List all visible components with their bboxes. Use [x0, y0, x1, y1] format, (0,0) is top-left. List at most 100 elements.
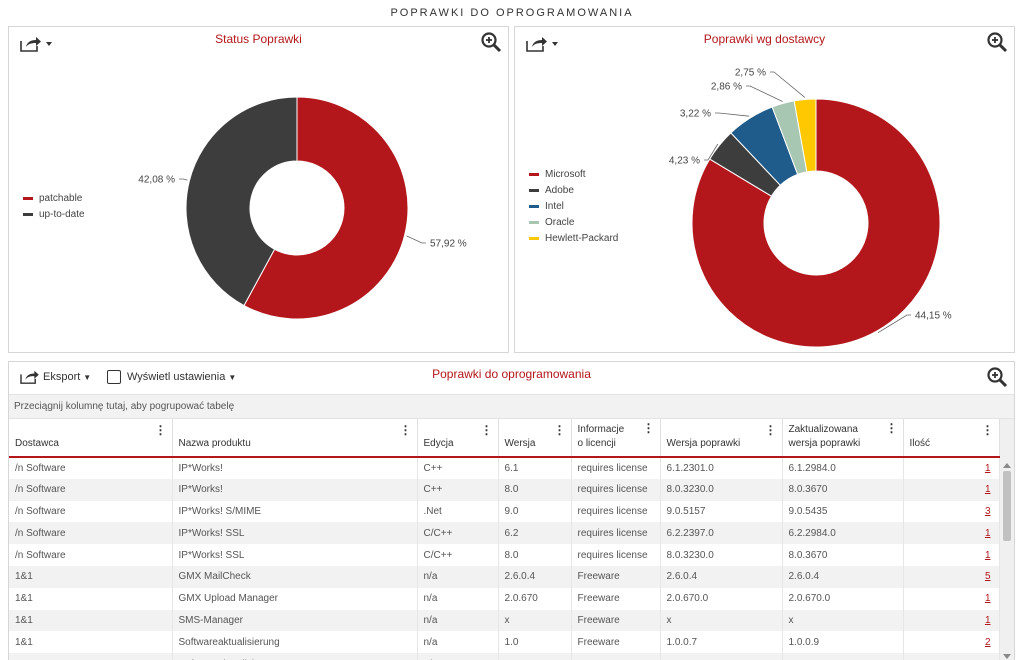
table-row[interactable]: /n Software IP*Works! S/MIME .Net 9.0 requir…	[9, 500, 1000, 523]
column-menu-icon[interactable]: ⋮	[885, 421, 898, 435]
quantity-link[interactable]: 1	[984, 462, 991, 474]
table-row[interactable]: 1&1 SMS-Manager n/a x Freeware x x 1	[9, 609, 1000, 632]
table-row[interactable]: /n Software IP*Works! SSL C/C++ 8.0 requires…	[9, 544, 1000, 566]
col-updated-version-cell: x	[782, 609, 904, 632]
group-drop-zone[interactable]: Przeciągnij kolumnę tutaj, aby pogrupowa…	[9, 394, 1014, 419]
col-version-header[interactable]: Wersja ⋮	[498, 419, 572, 458]
quantity-link[interactable]: 2	[984, 636, 991, 648]
slice-value-label: 3,22 %	[680, 109, 711, 120]
col-license-cell: Freeware	[571, 609, 661, 632]
table-row[interactable]: /n Software IP*Works! SSL C/C++ 6.2 requires…	[9, 522, 1000, 545]
col-quantity-header[interactable]: Ilość ⋮	[903, 419, 1000, 458]
slice-value-label: 2,75 %	[735, 68, 766, 79]
column-menu-icon[interactable]: ⋮	[399, 423, 412, 437]
legend-swatch	[529, 220, 539, 224]
zoom-in-icon[interactable]	[986, 31, 1008, 53]
donut-slice-hewlett-packard[interactable]	[793, 98, 817, 173]
quantity-link[interactable]: 1	[984, 527, 991, 539]
donut-slice-up-to-date[interactable]	[185, 96, 298, 307]
col-version-cell: 2.0.670	[498, 587, 572, 610]
col-version-cell: x	[498, 609, 572, 632]
quantity-link[interactable]: 5	[984, 571, 991, 583]
display-settings-toggle[interactable]: Wyświetl ustawienia ▼	[107, 370, 236, 384]
column-menu-icon[interactable]: ⋮	[480, 423, 493, 437]
export-icon[interactable]	[525, 35, 561, 53]
table-row[interactable]: /n Software IP*Works! C++ 8.0 requires licen…	[9, 478, 1000, 501]
settings-checkbox[interactable]	[107, 370, 121, 384]
col-quantity-cell: 3	[903, 500, 1000, 523]
col-version-cell: 6.1	[498, 457, 572, 479]
column-menu-icon[interactable]: ⋮	[981, 423, 994, 437]
legend-swatch	[529, 236, 539, 240]
col-product-cell: GMX Upload Manager	[172, 587, 418, 610]
col-license-cell: requires license	[571, 500, 661, 523]
col-quantity-cell: 1	[903, 522, 1000, 545]
col-updated-version-header[interactable]: Zaktualizowana wersja poprawki ⋮	[782, 419, 904, 458]
column-menu-icon[interactable]: ⋮	[553, 423, 566, 437]
legend-item-hewlett-packard[interactable]: Hewlett-Packard	[529, 230, 618, 246]
patches-table-panel: Eksport ▼ Wyświetl ustawienia ▼ Poprawki…	[8, 361, 1015, 660]
col-edition-cell: n/a	[417, 587, 499, 610]
col-quantity-cell: 2	[903, 631, 1000, 654]
scroll-up-arrow[interactable]	[1003, 463, 1011, 468]
table-row[interactable]: 1&1Softwareaktualisierungn/a1.0Freeware1…	[9, 653, 1000, 660]
scroll-thumb[interactable]	[1003, 471, 1011, 541]
column-menu-icon[interactable]: ⋮	[642, 421, 655, 435]
vertical-scrollbar[interactable]	[1000, 419, 1014, 660]
col-product-header[interactable]: Nazwa produktu ⋮	[172, 419, 418, 458]
zoom-in-icon[interactable]	[986, 366, 1008, 388]
leader-line	[715, 112, 750, 117]
table-row[interactable]: /n Software IP*Works! C++ 6.1 requires licen…	[9, 457, 1000, 479]
col-patch-version-header[interactable]: Wersja poprawki ⋮	[660, 419, 783, 458]
status-legend: patchable up-to-date	[23, 190, 85, 222]
col-product-cell: Softwareaktualisierung	[172, 653, 418, 660]
donut-slice-microsoft[interactable]	[691, 98, 941, 348]
legend-item-up-to-date[interactable]: up-to-date	[23, 206, 85, 222]
col-quantity-cell: 1	[903, 544, 1000, 566]
col-license-header[interactable]: Informacje o licencji ⋮	[571, 419, 661, 458]
quantity-link[interactable]: 1	[984, 614, 991, 626]
col-product-cell: IP*Works! SSL	[172, 544, 418, 566]
vendor-donut-chart: 44,15 % 4,23 % 3,22 % 2,86 % 2,75 %	[669, 68, 952, 348]
col-updated-version-cell: 9.0.5435	[782, 500, 904, 523]
col-vendor-cell: /n Software	[9, 544, 173, 566]
col-license-cell: requires license	[571, 478, 661, 501]
col-vendor-cell: 1&1	[9, 631, 173, 654]
col-license-cell: Freeware	[571, 653, 661, 660]
column-header-label: Ilość	[909, 438, 931, 449]
column-header-label: Zaktualizowana	[788, 424, 858, 435]
column-header-label: Dostawca	[15, 438, 59, 449]
zoom-in-icon[interactable]	[480, 31, 502, 53]
col-version-cell: 2.6.0.4	[498, 565, 572, 588]
col-updated-version-cell: 8.0.3670	[782, 478, 904, 501]
col-quantity-cell: 1	[903, 457, 1000, 479]
quantity-link[interactable]: 1	[984, 593, 991, 605]
leader-line	[406, 235, 426, 244]
legend-item-adobe[interactable]: Adobe	[529, 182, 618, 198]
legend-item-oracle[interactable]: Oracle	[529, 214, 618, 230]
export-label: Eksport	[43, 371, 81, 383]
quantity-link[interactable]: 3	[984, 505, 991, 517]
leader-line	[746, 85, 783, 102]
table-row[interactable]: 1&1 GMX MailCheck n/a 2.6.0.4 Freeware 2.6.0.…	[9, 565, 1000, 588]
legend-item-microsoft[interactable]: Microsoft	[529, 166, 618, 182]
legend-item-intel[interactable]: Intel	[529, 198, 618, 214]
col-updated-version-cell: 2.0.670.0	[782, 587, 904, 610]
table-row[interactable]: 1&1 GMX Upload Manager n/a 2.0.670 Freeware 2…	[9, 587, 1000, 610]
page-title: POPRAWKI DO OPROGRAMOWANIA	[390, 7, 634, 19]
export-dropdown[interactable]: Eksport ▼	[19, 369, 91, 385]
column-menu-icon[interactable]: ⋮	[154, 423, 167, 437]
slice-value-label: 42,08 %	[138, 175, 175, 186]
column-menu-icon[interactable]: ⋮	[764, 423, 777, 437]
quantity-link[interactable]: 1	[985, 659, 991, 660]
export-icon[interactable]	[19, 35, 55, 53]
col-vendor-header[interactable]: Dostawca ⋮	[9, 419, 173, 458]
quantity-link[interactable]: 1	[984, 484, 991, 496]
slice-value-label: 4,23 %	[669, 156, 700, 167]
legend-item-patchable[interactable]: patchable	[23, 190, 85, 206]
donut-slice-patchable[interactable]	[243, 96, 409, 320]
quantity-link[interactable]: 1	[984, 549, 991, 561]
scroll-down-arrow[interactable]	[1003, 654, 1011, 659]
col-edition-header[interactable]: Edycja ⋮	[417, 419, 499, 458]
